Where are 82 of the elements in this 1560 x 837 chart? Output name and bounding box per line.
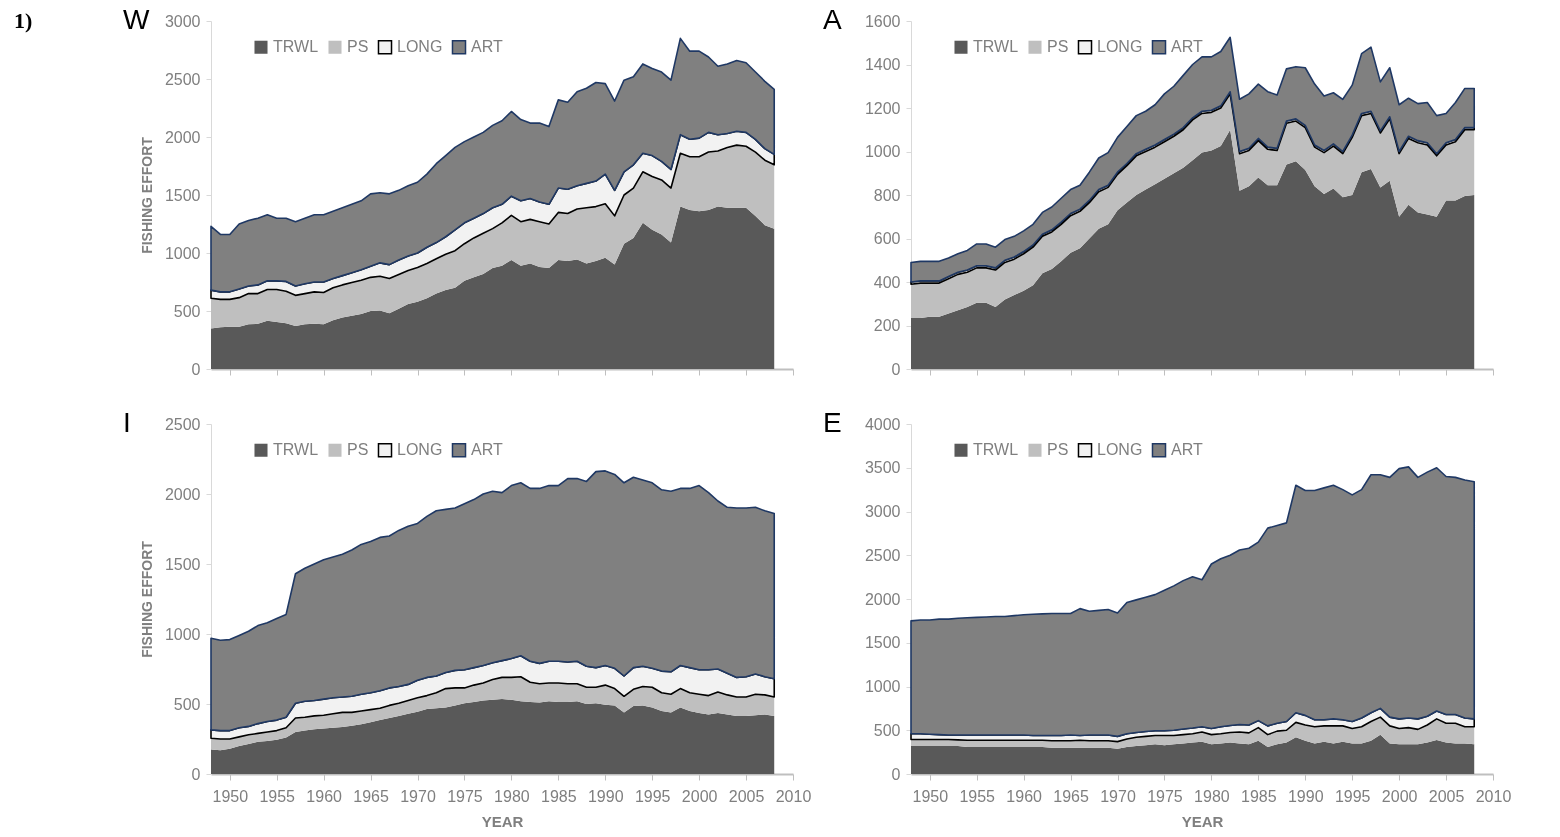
legend-label: ART: [1171, 38, 1203, 56]
y-tick-label: 500: [173, 695, 201, 713]
x-tick-label: 2010: [775, 787, 812, 805]
x-tick-label: 1980: [494, 787, 530, 805]
y-tick-label: 1500: [864, 634, 901, 652]
x-tick-label: 1970: [1100, 787, 1136, 805]
y-tick-label: 3000: [164, 12, 201, 30]
y-tick-label: 4000: [864, 415, 901, 433]
x-axis-title: YEAR: [1181, 812, 1224, 830]
x-tick-label: 1970: [400, 787, 436, 805]
x-tick-label: 1960: [1006, 787, 1043, 805]
legend-label: ART: [471, 441, 503, 459]
y-tick-label: 1200: [864, 99, 901, 117]
chart-title: A: [823, 4, 842, 35]
y-tick-label: 1500: [164, 186, 201, 204]
x-tick-label: 2005: [1428, 787, 1465, 805]
x-tick-label: 1960: [306, 787, 343, 805]
legend-label: LONG: [1097, 441, 1143, 459]
legend-label: ART: [1171, 441, 1203, 459]
text: 1): [14, 8, 33, 34]
chart-title: I: [123, 407, 131, 438]
x-axis-title: YEAR: [481, 812, 524, 830]
legend-label: LONG: [397, 38, 443, 56]
x-tick-label: 2000: [681, 787, 718, 805]
y-tick-label: 800: [873, 186, 901, 204]
y-tick-label: 1000: [164, 625, 201, 643]
y-tick-label: 2000: [864, 590, 901, 608]
legend-label: TRWL: [273, 441, 319, 459]
y-tick-label: 500: [873, 721, 901, 739]
legend-label: LONG: [397, 441, 443, 459]
x-tick-label: 1995: [634, 787, 671, 805]
y-tick-label: 400: [873, 273, 901, 291]
y-tick-label: 1500: [164, 555, 201, 573]
x-tick-label: 1965: [1053, 787, 1089, 805]
legend-label: PS: [1047, 38, 1069, 56]
y-axis-title: FISHING EFFORT: [138, 136, 155, 254]
x-tick-label: 2005: [728, 787, 765, 805]
x-tick-label: 2010: [1475, 787, 1512, 805]
y-tick-label: 0: [191, 360, 201, 378]
y-tick-label: 2000: [164, 485, 201, 503]
y-tick-label: 0: [891, 765, 901, 783]
y-tick-label: 3500: [864, 459, 901, 477]
chart-title: W: [123, 4, 150, 35]
y-tick-label: 1000: [164, 244, 201, 262]
legend-label: ART: [471, 38, 503, 56]
x-tick-label: 1965: [353, 787, 389, 805]
x-tick-label: 1950: [912, 787, 949, 805]
y-tick-label: 500: [173, 302, 201, 320]
x-tick-label: 1990: [587, 787, 624, 805]
x-tick-label: 1955: [959, 787, 996, 805]
legend-label: PS: [347, 441, 369, 459]
legend-label: PS: [1047, 441, 1069, 459]
legend-label: TRWL: [273, 38, 319, 56]
x-tick-label: 1995: [1334, 787, 1371, 805]
y-tick-label: 1600: [864, 12, 901, 30]
x-tick-label: 2000: [1381, 787, 1418, 805]
legend-label: LONG: [1097, 38, 1143, 56]
y-tick-label: 600: [873, 230, 901, 247]
y-tick-label: 2500: [164, 415, 201, 433]
y-axis-title: FISHING EFFORT: [138, 540, 155, 658]
y-tick-label: 2000: [164, 128, 201, 146]
legend-label: TRWL: [973, 38, 1019, 56]
y-tick-label: 0: [891, 360, 901, 378]
x-tick-label: 1950: [212, 787, 249, 805]
x-tick-label: 1990: [1287, 787, 1324, 805]
y-tick-label: 200: [873, 317, 901, 334]
y-tick-label: 2500: [164, 70, 201, 88]
chart-title: E: [823, 407, 842, 438]
legend-label: PS: [347, 38, 369, 56]
x-tick-label: 1985: [1241, 787, 1277, 805]
x-tick-label: 1975: [447, 787, 483, 805]
x-tick-label: 1955: [259, 787, 296, 805]
y-tick-label: 1000: [864, 143, 901, 160]
y-tick-label: 2500: [864, 546, 901, 564]
x-tick-label: 1975: [1147, 787, 1183, 805]
y-tick-label: 0: [191, 765, 201, 783]
y-tick-label: 1000: [864, 678, 901, 695]
x-tick-label: 1980: [1194, 787, 1230, 805]
y-tick-label: 3000: [864, 503, 901, 520]
y-tick-label: 1400: [864, 56, 901, 73]
legend-label: TRWL: [973, 441, 1019, 459]
x-tick-label: 1985: [541, 787, 577, 805]
